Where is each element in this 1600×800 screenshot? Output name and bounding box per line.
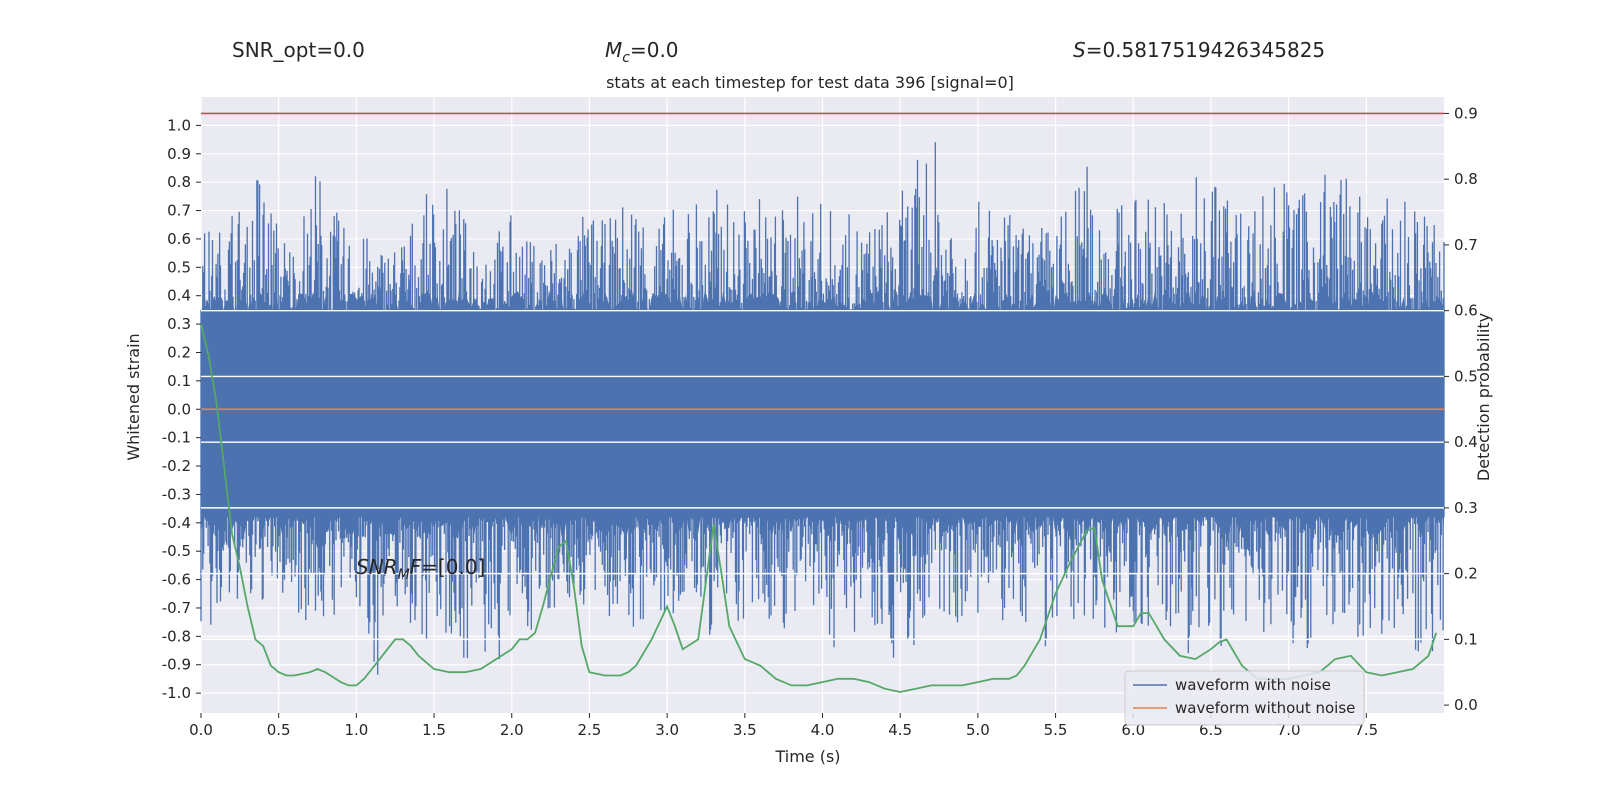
y2-tick-label-0-1: 0.1 — [1454, 630, 1478, 648]
snr-mf-annotation: SNRMF=[0.0] — [356, 555, 485, 583]
x-tick-label-4-5: 4.5 — [888, 721, 912, 739]
x-tick-label-1: 1.0 — [344, 721, 368, 739]
noise-series-layer — [200, 142, 1445, 675]
legend: waveform with noise waveform without noi… — [1124, 670, 1365, 726]
x-tick-label-0-5: 0.5 — [267, 721, 291, 739]
s-stat-value: =0.5817519426345825 — [1085, 38, 1326, 62]
right-y-ticks: 0.9 0.8 0.7 0.6 0.5 0.4 0.3 0.2 0.1 0.0 — [1444, 104, 1478, 714]
y-tick-label-0-9: 0.9 — [167, 145, 191, 163]
legend-box — [1124, 670, 1365, 726]
y2-tick-label-0-2: 0.2 — [1454, 565, 1478, 583]
y-tick-label-neg-0-7: -0.7 — [162, 599, 191, 617]
x-tick-label-1-5: 1.5 — [422, 721, 446, 739]
y-tick-label-0: 0.0 — [167, 400, 191, 418]
y-tick-label-neg-0-8: -0.8 — [162, 627, 191, 645]
y-tick-label-0-4: 0.4 — [167, 287, 191, 305]
chirp-mass-subscript: c — [622, 50, 630, 66]
y2-tick-label-0-8: 0.8 — [1454, 170, 1478, 188]
y-tick-label-neg-0-3: -0.3 — [162, 485, 191, 503]
y-tick-label-neg-0-1: -0.1 — [162, 429, 191, 447]
x-tick-label-7-5: 7.5 — [1354, 721, 1378, 739]
y2-tick-label-0-4: 0.4 — [1454, 433, 1478, 451]
chart-title: stats at each timestep for test data 396… — [606, 73, 1014, 92]
detection-probability-line — [200, 323, 1438, 693]
legend-label-noise: waveform with noise — [1175, 676, 1331, 694]
y-tick-label-neg-0-2: -0.2 — [162, 457, 191, 475]
chirp-mass-symbol: M — [605, 38, 623, 62]
snr-mf-letter: F — [410, 555, 422, 579]
chirp-mass-value: =0.0 — [629, 38, 679, 62]
y2-tick-label-0-9: 0.9 — [1454, 104, 1478, 122]
y2-tick-label-0-7: 0.7 — [1454, 236, 1478, 254]
y-tick-label-neg-0-5: -0.5 — [162, 542, 191, 560]
y-tick-label-1: 1.0 — [167, 116, 191, 134]
y-tick-label-neg-0-9: -0.9 — [162, 656, 191, 674]
left-y-ticks: 1.0 0.9 0.8 0.7 0.6 0.5 0.4 0.3 0.2 0.1 0.0 -0.1 -0.… — [162, 116, 201, 702]
x-axis-label: Time (s) — [774, 747, 840, 766]
y-tick-label-0-1: 0.1 — [167, 372, 191, 390]
y2-tick-label-0-6: 0.6 — [1454, 302, 1478, 320]
y-tick-label-neg-1: -1.0 — [162, 684, 191, 702]
snr-opt-label: SNR_opt=0.0 — [232, 38, 365, 62]
y-axis-label: Whitened strain — [124, 333, 143, 460]
x-tick-label-4: 4.0 — [811, 721, 835, 739]
chirp-mass-label: Mc=0.0 — [605, 38, 679, 66]
y-tick-label-0-2: 0.2 — [167, 343, 191, 361]
legend-label-clean: waveform without noise — [1175, 699, 1355, 717]
y-tick-label-0-5: 0.5 — [167, 258, 191, 276]
y-tick-label-0-8: 0.8 — [167, 173, 191, 191]
y2-axis-label: Detection probability — [1474, 313, 1493, 481]
x-tick-label-2: 2.0 — [500, 721, 524, 739]
y-tick-label-0-6: 0.6 — [167, 230, 191, 248]
x-tick-label-2-5: 2.5 — [578, 721, 602, 739]
y2-tick-label-0: 0.0 — [1454, 696, 1478, 714]
y-tick-label-0-7: 0.7 — [167, 202, 191, 220]
snr-mf-value: =[0.0] — [421, 555, 485, 579]
s-stat-symbol: S — [1073, 38, 1086, 62]
x-tick-label-3: 3.0 — [655, 721, 679, 739]
snr-mf-subscript: M — [398, 567, 410, 583]
x-tick-label-0: 0.0 — [189, 721, 213, 739]
x-tick-label-3-5: 3.5 — [733, 721, 757, 739]
s-stat-label: S=0.5817519426345825 — [1073, 38, 1325, 62]
line-series-layer — [200, 112, 1444, 693]
y-tick-label-neg-0-4: -0.4 — [162, 514, 191, 532]
y-tick-label-neg-0-6: -0.6 — [162, 571, 191, 589]
snr-mf-symbol: SNR — [356, 555, 398, 579]
y-tick-label-0-3: 0.3 — [167, 315, 191, 333]
x-tick-label-5: 5.0 — [966, 721, 990, 739]
x-tick-label-5-5: 5.5 — [1044, 721, 1068, 739]
y2-tick-label-0-3: 0.3 — [1454, 499, 1478, 517]
y2-tick-label-0-5: 0.5 — [1454, 367, 1478, 385]
